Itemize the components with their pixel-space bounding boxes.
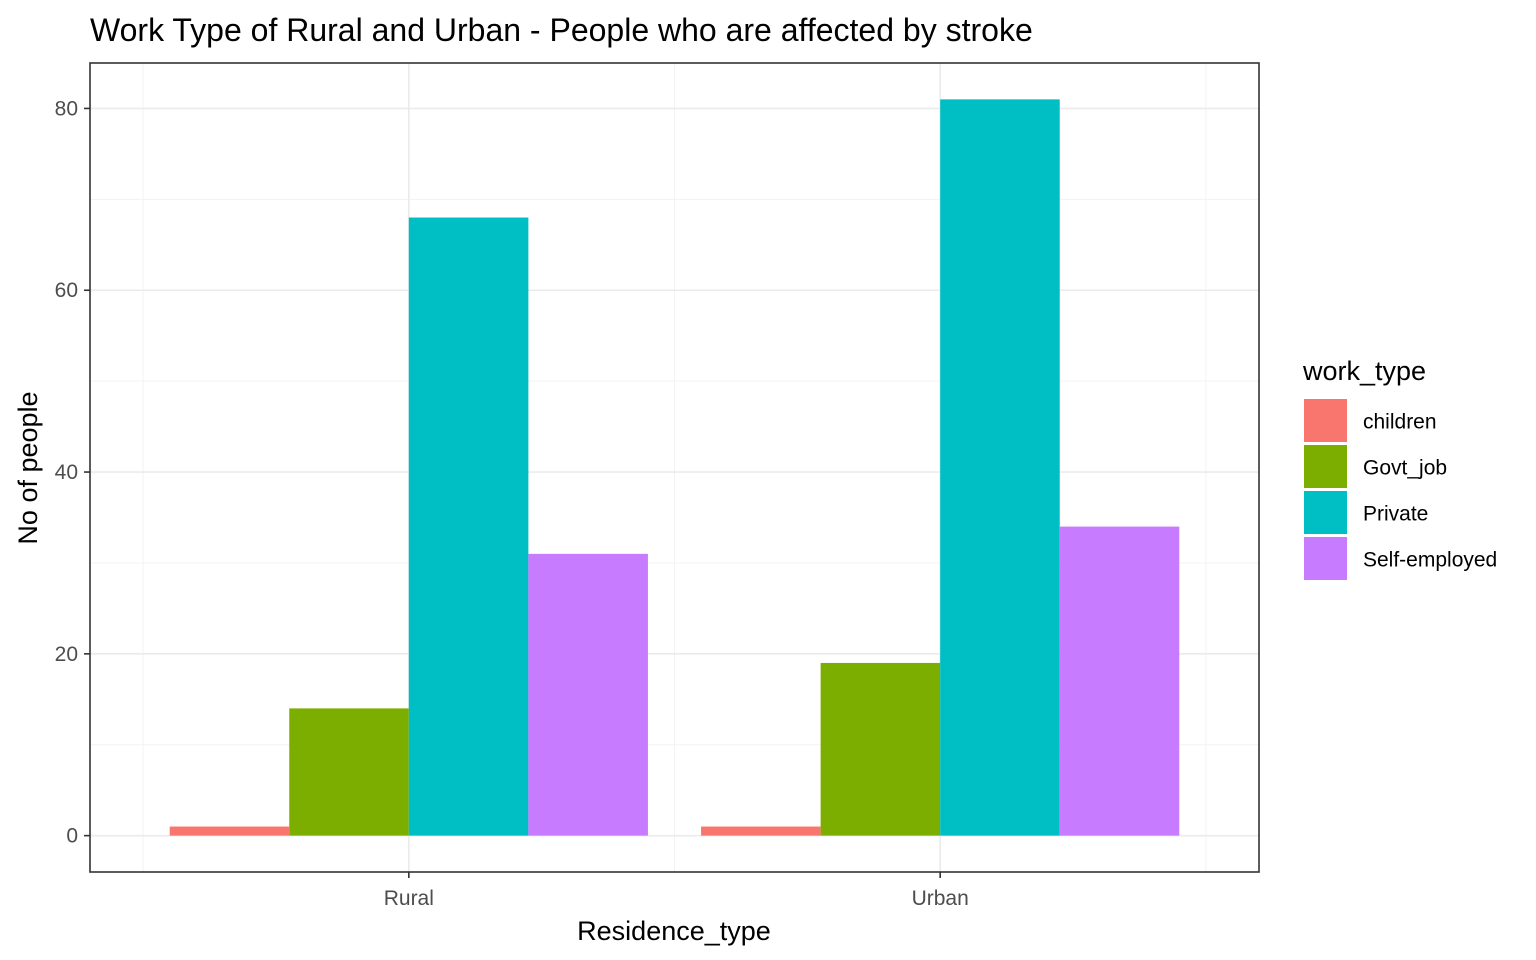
panel-border <box>89 62 1260 873</box>
legend-label-self-employed: Self-employed <box>1363 549 1497 572</box>
y-tick-label: 40 <box>55 461 78 484</box>
legend-key-private <box>1304 491 1347 534</box>
bar-urban-self-employed <box>1059 526 1180 836</box>
bar-rural-self-employed <box>528 553 648 836</box>
x-axis-title: Residence_type <box>577 916 771 946</box>
y-tick-label: 60 <box>55 279 78 302</box>
bar-rural-govt-job <box>289 708 409 836</box>
legend-label-govt-job: Govt_job <box>1363 457 1447 480</box>
legend-title: work_type <box>1302 356 1426 386</box>
y-tick-label: 80 <box>55 97 78 120</box>
legend-key-govt-job <box>1304 445 1347 488</box>
legend-key-children <box>1304 399 1347 442</box>
plot-area: 0 20 40 60 80 Rural Urban <box>55 62 1260 910</box>
legend: work_type children Govt_job Private Self-em… <box>1302 356 1497 580</box>
bar-rural-private <box>408 217 529 836</box>
chart-title: Work Type of Rural and Urban - People wh… <box>90 12 1033 48</box>
bar-urban-govt-job <box>820 662 941 836</box>
y-tick-label: 20 <box>55 643 78 666</box>
y-axis-title: No of people <box>13 391 43 544</box>
bar-urban-private <box>940 99 1060 836</box>
bar-rural-children <box>169 826 290 836</box>
legend-label-children: children <box>1363 411 1437 434</box>
x-tick-label: Urban <box>912 887 969 910</box>
y-tick-label: 0 <box>66 825 78 848</box>
bar-urban-children <box>701 826 821 836</box>
legend-key-self-employed <box>1304 537 1347 580</box>
x-tick-label: Rural <box>384 887 434 910</box>
legend-label-private: Private <box>1363 503 1428 526</box>
